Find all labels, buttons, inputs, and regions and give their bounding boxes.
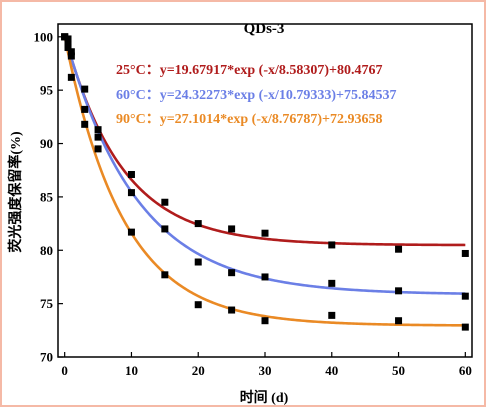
legend-equations: 25°C：y=19.67917*exp (-x/8.58307)+80.4767… — [116, 63, 397, 127]
x-tick-label: 60 — [459, 363, 472, 378]
chart-title: QDs-3 — [244, 21, 285, 37]
data-point — [228, 306, 236, 314]
data-point — [161, 271, 169, 279]
data-point — [194, 301, 202, 309]
data-point — [61, 33, 69, 41]
data-point — [67, 48, 75, 56]
y-tick-label: 75 — [40, 296, 54, 311]
data-points — [61, 33, 469, 331]
x-tick-label: 10 — [125, 363, 138, 378]
data-point — [127, 228, 135, 236]
data-point — [161, 198, 169, 206]
data-point — [127, 170, 135, 178]
data-point — [261, 273, 269, 281]
data-point — [461, 323, 469, 331]
data-point — [194, 258, 202, 266]
fit-curves — [63, 34, 466, 327]
data-point — [94, 126, 102, 134]
data-point — [81, 120, 89, 128]
data-point — [81, 105, 89, 113]
x-tick-label: 20 — [192, 363, 205, 378]
y-axis-label: 荧光强度保留率(%) — [7, 131, 24, 253]
y-tick-label: 100 — [34, 29, 54, 44]
data-point — [395, 317, 403, 325]
y-tick-label: 70 — [40, 350, 53, 365]
data-point — [395, 287, 403, 295]
data-point — [81, 85, 89, 93]
x-tick-label: 40 — [325, 363, 338, 378]
data-point — [64, 43, 72, 51]
y-tick-label: 85 — [40, 189, 54, 204]
x-tick-label: 0 — [61, 363, 68, 378]
chart: QDs-3 时间 (d) 荧光强度保留率(%) 0 10 20 30 40 50 60 70 7… — [7, 21, 473, 406]
x-tick-label: 50 — [392, 363, 405, 378]
fit-curve-25°C — [63, 34, 466, 247]
data-point — [161, 225, 169, 233]
data-point — [94, 145, 102, 153]
data-point — [194, 220, 202, 228]
data-point — [461, 292, 469, 300]
x-tick-label: 30 — [259, 363, 272, 378]
y-tick-label: 80 — [40, 243, 53, 258]
legend-equation-60°C: 60°C：y=24.32273*exp (-x/10.79333)+75.845… — [116, 88, 397, 103]
data-point — [261, 229, 269, 237]
data-point — [395, 245, 403, 253]
legend-equation-25°C: 25°C：y=19.67917*exp (-x/8.58307)+80.4767 — [116, 63, 383, 78]
data-point — [461, 249, 469, 257]
data-point — [328, 241, 336, 249]
data-point — [328, 279, 336, 287]
data-point — [228, 225, 236, 233]
legend-equation-90°C: 90°C：y=27.1014*exp (-x/8.76787)+72.93658 — [116, 112, 383, 127]
axis-ticks: 0 10 20 30 40 50 60 70 75 80 85 90 95 100 — [34, 29, 472, 378]
data-point — [261, 317, 269, 325]
y-tick-label: 95 — [40, 83, 54, 98]
data-point — [228, 269, 236, 277]
data-point — [67, 52, 75, 60]
data-point — [328, 311, 336, 319]
data-point — [94, 133, 102, 141]
x-axis-label: 时间 (d) — [240, 389, 289, 405]
y-tick-label: 90 — [40, 136, 53, 151]
data-point — [67, 73, 75, 81]
data-point — [127, 189, 135, 197]
